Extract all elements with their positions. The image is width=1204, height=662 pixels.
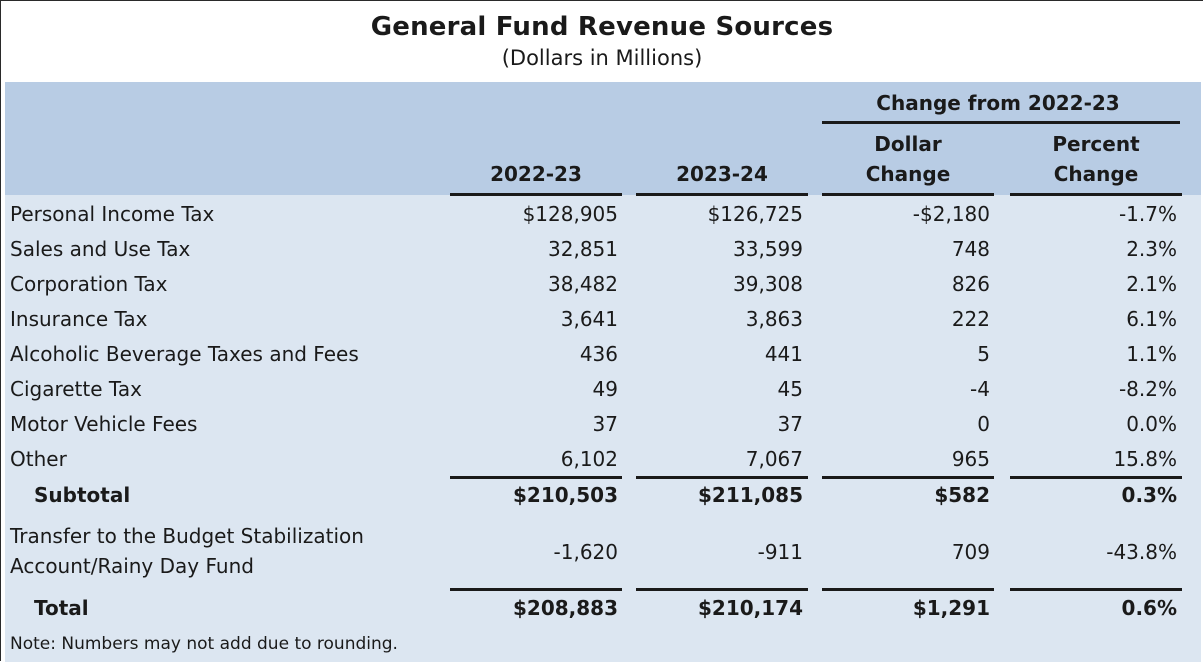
header-rule-col4 xyxy=(1010,193,1182,196)
header-rule-col1 xyxy=(450,193,622,196)
footnote: Note: Numbers may not add due to roundin… xyxy=(10,634,398,654)
cell-2022-23: 49 xyxy=(592,377,618,401)
table-row: Sales and Use Tax 32,851 33,599 748 2.3% xyxy=(0,232,1204,267)
row-label: Other xyxy=(10,447,67,471)
total-rule-col2 xyxy=(636,588,808,591)
cell-2022-23: -1,620 xyxy=(553,540,618,564)
cell-2022-23: 32,851 xyxy=(548,237,618,261)
table-title: General Fund Revenue Sources xyxy=(370,12,834,42)
cell-2022-23: $210,503 xyxy=(512,483,618,507)
cell-2023-24: 37 xyxy=(777,412,803,436)
table-row: Corporation Tax 38,482 39,308 826 2.1% xyxy=(0,267,1204,302)
cell-dollar-change: 748 xyxy=(951,237,990,261)
cell-percent-change: 6.1% xyxy=(1126,307,1177,331)
row-label: Corporation Tax xyxy=(10,272,168,296)
cell-dollar-change: 222 xyxy=(951,307,990,331)
total-row: Total $208,883 $210,174 $1,291 0.6% xyxy=(0,591,1204,626)
cell-dollar-change: $582 xyxy=(934,483,990,507)
cell-2023-24: $126,725 xyxy=(707,202,803,226)
subtotal-rule-col2 xyxy=(636,476,808,479)
cell-percent-change: 2.1% xyxy=(1126,272,1177,296)
cell-2023-24: 33,599 xyxy=(733,237,803,261)
cell-2022-23: 37 xyxy=(592,412,618,436)
cell-dollar-change: 965 xyxy=(951,447,990,471)
cell-dollar-change: 0 xyxy=(977,412,990,436)
header-percent-change-line1: Percent xyxy=(1052,132,1140,156)
cell-percent-change: -8.2% xyxy=(1118,377,1177,401)
cell-percent-change: 0.6% xyxy=(1121,596,1177,620)
cell-2023-24: -911 xyxy=(757,540,803,564)
cell-percent-change: 0.0% xyxy=(1126,412,1177,436)
transfer-label-line1: Transfer to the Budget Stabilization xyxy=(10,524,364,548)
table-row: Motor Vehicle Fees 37 37 0 0.0% xyxy=(0,407,1204,442)
header-col-2023-24: 2023-24 xyxy=(676,162,768,186)
header-rule-col3 xyxy=(822,193,994,196)
header-col-2022-23: 2022-23 xyxy=(490,162,582,186)
total-rule-col4 xyxy=(1010,588,1182,591)
subtotal-label: Subtotal xyxy=(34,483,131,507)
cell-2022-23: 436 xyxy=(579,342,618,366)
cell-dollar-change: 709 xyxy=(951,540,990,564)
total-label: Total xyxy=(34,596,89,620)
cell-dollar-change: 5 xyxy=(977,342,990,366)
header-group-rule xyxy=(822,121,1180,124)
cell-2022-23: 3,641 xyxy=(560,307,618,331)
cell-2023-24: 7,067 xyxy=(745,447,803,471)
total-rule-col1 xyxy=(450,588,622,591)
cell-percent-change: -43.8% xyxy=(1106,540,1177,564)
cell-2023-24: $210,174 xyxy=(697,596,803,620)
table-row: Insurance Tax 3,641 3,863 222 6.1% xyxy=(0,302,1204,337)
cell-2022-23: $208,883 xyxy=(512,596,618,620)
table-row: Cigarette Tax 49 45 -4 -8.2% xyxy=(0,372,1204,407)
cell-dollar-change: -$2,180 xyxy=(912,202,990,226)
subtotal-rule-col1 xyxy=(450,476,622,479)
row-label: Motor Vehicle Fees xyxy=(10,412,198,436)
cell-percent-change: 2.3% xyxy=(1126,237,1177,261)
table-row: Personal Income Tax $128,905 $126,725 -$… xyxy=(0,197,1204,232)
subtotal-rule-col4 xyxy=(1010,476,1182,479)
cell-2023-24: 441 xyxy=(764,342,803,366)
table-row: Alcoholic Beverage Taxes and Fees 436 44… xyxy=(0,337,1204,372)
header-dollar-change-line1: Dollar xyxy=(874,132,942,156)
cell-2022-23: 6,102 xyxy=(560,447,618,471)
cell-percent-change: 15.8% xyxy=(1113,447,1177,471)
cell-2022-23: 38,482 xyxy=(548,272,618,296)
cell-2023-24: 3,863 xyxy=(745,307,803,331)
cell-percent-change: -1.7% xyxy=(1118,202,1177,226)
header-percent-change-line2: Change xyxy=(1053,162,1139,186)
cell-dollar-change: -4 xyxy=(970,377,990,401)
header-dollar-change-line2: Change xyxy=(865,162,951,186)
cell-dollar-change: 826 xyxy=(951,272,990,296)
cell-percent-change: 1.1% xyxy=(1126,342,1177,366)
table-row: Other 6,102 7,067 965 15.8% xyxy=(0,442,1204,477)
cell-2023-24: $211,085 xyxy=(697,483,803,507)
subtotal-row: Subtotal $210,503 $211,085 $582 0.3% xyxy=(0,478,1204,513)
row-label: Sales and Use Tax xyxy=(10,237,191,261)
transfer-row: Transfer to the Budget Stabilization Acc… xyxy=(0,521,1204,583)
cell-2022-23: $128,905 xyxy=(522,202,618,226)
table-header-background xyxy=(5,82,1201,195)
header-change-group: Change from 2022-23 xyxy=(876,91,1120,115)
cell-2023-24: 45 xyxy=(777,377,803,401)
header-rule-col2 xyxy=(636,193,808,196)
row-label: Cigarette Tax xyxy=(10,377,142,401)
cell-2023-24: 39,308 xyxy=(733,272,803,296)
table-subtitle: (Dollars in Millions) xyxy=(501,46,703,70)
subtotal-rule-col3 xyxy=(822,476,994,479)
cell-dollar-change: $1,291 xyxy=(912,596,990,620)
row-label: Insurance Tax xyxy=(10,307,148,331)
cell-percent-change: 0.3% xyxy=(1121,483,1177,507)
total-rule-col3 xyxy=(822,588,994,591)
transfer-label-line2: Account/Rainy Day Fund xyxy=(10,554,254,578)
row-label: Personal Income Tax xyxy=(10,202,215,226)
row-label: Alcoholic Beverage Taxes and Fees xyxy=(10,342,359,366)
